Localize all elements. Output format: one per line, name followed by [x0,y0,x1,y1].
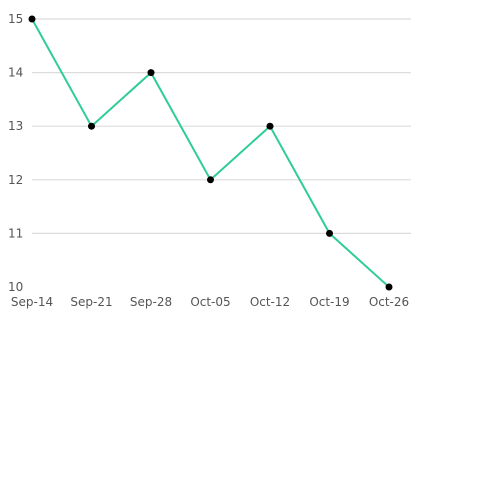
y-tick-label-11: 11 [8,226,23,240]
data-point-sep-21 [88,122,95,130]
data-point-oct-05 [207,176,214,184]
x-axis-ticks: Sep-14 Sep-21 Sep-28 Oct-05 Oct-12 Oct-19 Oct-… [11,295,409,309]
y-tick-label-13: 13 [8,119,23,133]
series-line-0 [31,18,390,288]
y-axis-ticks: 10 11 12 13 14 15 [8,12,23,294]
series-layer [28,15,393,291]
y-tick-label-15: 15 [8,12,23,26]
x-tick-label-oct-19: Oct-19 [309,295,349,309]
x-tick-label-sep-14: Sep-14 [11,295,53,309]
data-point-oct-12 [266,122,274,130]
x-tick-label-oct-05: Oct-05 [190,295,230,309]
data-point-sep-14 [28,15,36,23]
x-tick-label-oct-26: Oct-26 [369,295,409,309]
y-tick-label-12: 12 [8,173,23,187]
x-tick-label-sep-21: Sep-21 [70,295,112,309]
x-tick-label-oct-12: Oct-12 [250,295,290,309]
data-point-oct-19 [326,229,333,237]
x-tick-label-sep-28: Sep-28 [130,295,172,309]
data-point-sep-28 [147,69,155,77]
y-tick-label-14: 14 [8,66,23,80]
grid-lines [32,18,411,234]
y-tick-label-10: 10 [8,280,23,294]
data-point-oct-26 [385,283,393,291]
